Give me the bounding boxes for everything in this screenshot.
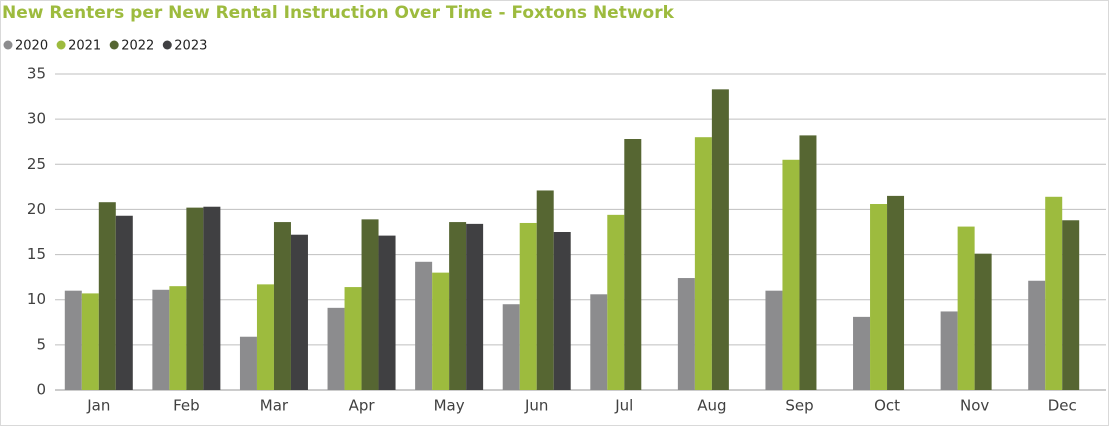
legend-marker bbox=[3, 40, 13, 50]
bar bbox=[273, 222, 291, 390]
bar bbox=[378, 235, 396, 390]
y-tick-label: 10 bbox=[27, 290, 46, 308]
legend-marker bbox=[56, 40, 66, 50]
x-tick-label: Jan bbox=[86, 397, 110, 415]
bar bbox=[1028, 280, 1046, 390]
x-tick-label: Sep bbox=[785, 397, 813, 415]
bar bbox=[590, 294, 608, 390]
bar bbox=[81, 293, 99, 390]
bar bbox=[502, 304, 520, 390]
x-tick-label: Dec bbox=[1048, 397, 1077, 415]
bar bbox=[694, 137, 712, 390]
bar bbox=[677, 278, 695, 390]
bar bbox=[203, 206, 221, 390]
bar bbox=[327, 307, 345, 390]
bar bbox=[870, 204, 888, 390]
y-tick-label: 35 bbox=[27, 65, 46, 83]
legend-marker bbox=[162, 40, 172, 50]
bar bbox=[799, 135, 817, 390]
x-tick-label: Apr bbox=[349, 397, 376, 415]
bar bbox=[186, 207, 204, 390]
bar bbox=[256, 284, 274, 390]
bar bbox=[974, 253, 992, 390]
x-tick-label: Nov bbox=[960, 397, 989, 415]
bar bbox=[169, 286, 187, 390]
bar bbox=[466, 223, 484, 390]
x-tick-label: May bbox=[434, 397, 465, 415]
bar bbox=[765, 290, 783, 390]
x-tick-label: Oct bbox=[874, 397, 900, 415]
bar bbox=[553, 232, 571, 390]
bar bbox=[344, 287, 362, 390]
bar bbox=[853, 316, 871, 390]
bar bbox=[607, 214, 625, 390]
legend-label: 2023 bbox=[174, 39, 207, 54]
bar bbox=[239, 336, 257, 390]
bar bbox=[1062, 220, 1080, 390]
bar bbox=[519, 222, 537, 390]
y-tick-label: 15 bbox=[27, 245, 46, 263]
legend-label: 2020 bbox=[15, 39, 48, 54]
bar bbox=[98, 202, 116, 390]
bar bbox=[536, 190, 554, 390]
y-tick-label: 5 bbox=[36, 335, 46, 353]
bar bbox=[432, 272, 450, 390]
bar bbox=[940, 311, 958, 390]
x-tick-label: Jun bbox=[524, 397, 548, 415]
bar bbox=[957, 226, 975, 390]
y-tick-label: 30 bbox=[27, 110, 46, 128]
bar bbox=[415, 261, 433, 390]
x-tick-label: Aug bbox=[697, 397, 726, 415]
y-tick-label: 20 bbox=[27, 200, 46, 218]
bar bbox=[64, 290, 82, 390]
bar bbox=[1045, 196, 1063, 390]
y-tick-label: 25 bbox=[27, 155, 46, 173]
x-tick-label: Mar bbox=[260, 397, 289, 415]
bar bbox=[711, 89, 729, 390]
bar bbox=[624, 139, 642, 390]
chart-title: New Renters per New Rental Instruction O… bbox=[2, 3, 675, 23]
bar bbox=[887, 195, 905, 390]
y-tick-label: 0 bbox=[36, 381, 46, 399]
bar bbox=[152, 289, 170, 390]
bar bbox=[290, 234, 308, 390]
legend-label: 2022 bbox=[121, 39, 154, 54]
bar bbox=[449, 222, 467, 390]
bar bbox=[361, 219, 379, 390]
legend-label: 2021 bbox=[68, 39, 101, 54]
x-tick-label: Jul bbox=[614, 397, 633, 415]
bar bbox=[115, 215, 133, 390]
bar bbox=[782, 159, 800, 390]
legend-marker bbox=[109, 40, 119, 50]
x-tick-label: Feb bbox=[173, 397, 200, 415]
